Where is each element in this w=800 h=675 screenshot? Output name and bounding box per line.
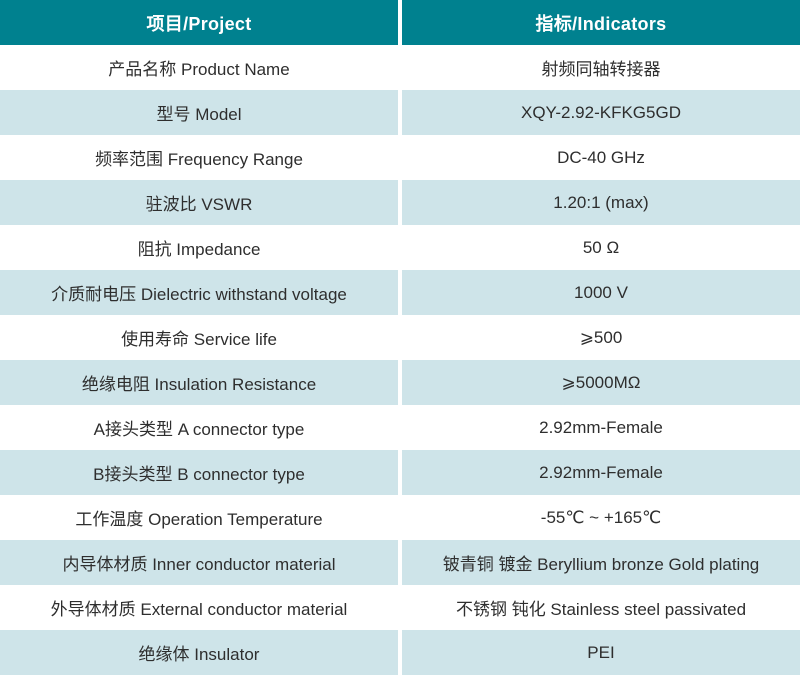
column-divider (398, 540, 402, 585)
indicator-cell: 铍青铜 镀金 Beryllium bronze Gold plating (402, 540, 800, 585)
table-row: 驻波比 VSWR 1.20:1 (max) (0, 180, 800, 225)
project-cell: 绝缘电阻 Insulation Resistance (0, 360, 398, 405)
column-divider (398, 225, 402, 270)
indicator-cell: -55℃ ~ +165℃ (402, 495, 800, 540)
column-divider (398, 405, 402, 450)
indicator-cell: XQY-2.92-KFKG5GD (402, 90, 800, 135)
column-divider (398, 45, 402, 90)
indicator-cell: 1000 V (402, 270, 800, 315)
table-row: B接头类型 B connector type 2.92mm-Female (0, 450, 800, 495)
column-divider (398, 495, 402, 540)
column-divider (398, 180, 402, 225)
project-cell: 型号 Model (0, 90, 398, 135)
column-divider (398, 270, 402, 315)
project-cell: 外导体材质 External conductor material (0, 585, 398, 630)
table-row: 外导体材质 External conductor material 不锈钢 钝化… (0, 585, 800, 630)
table-row: 阻抗 Impedance 50 Ω (0, 225, 800, 270)
table-row: 绝缘电阻 Insulation Resistance ⩾5000MΩ (0, 360, 800, 405)
indicator-cell: PEI (402, 630, 800, 675)
project-cell: 介质耐电压 Dielectric withstand voltage (0, 270, 398, 315)
column-divider (398, 450, 402, 495)
column-divider (398, 0, 402, 45)
table-row: A接头类型 A connector type 2.92mm-Female (0, 405, 800, 450)
project-cell: 内导体材质 Inner conductor material (0, 540, 398, 585)
indicator-cell: 不锈钢 钝化 Stainless steel passivated (402, 585, 800, 630)
project-cell: 工作温度 Operation Temperature (0, 495, 398, 540)
indicator-cell: 2.92mm-Female (402, 450, 800, 495)
column-divider (398, 585, 402, 630)
project-cell: 使用寿命 Service life (0, 315, 398, 360)
header-project-cell: 项目/Project (0, 0, 398, 45)
table-row: 产品名称 Product Name 射频同轴转接器 (0, 45, 800, 90)
header-indicators-cell: 指标/Indicators (402, 0, 800, 45)
table-row: 绝缘体 Insulator PEI (0, 630, 800, 675)
indicator-cell: DC-40 GHz (402, 135, 800, 180)
indicator-cell: ⩾500 (402, 315, 800, 360)
project-cell: 阻抗 Impedance (0, 225, 398, 270)
column-divider (398, 135, 402, 180)
table-row: 型号 Model XQY-2.92-KFKG5GD (0, 90, 800, 135)
header-row: 项目/Project 指标/Indicators (0, 0, 800, 45)
project-cell: 频率范围 Frequency Range (0, 135, 398, 180)
project-cell: 绝缘体 Insulator (0, 630, 398, 675)
project-cell: A接头类型 A connector type (0, 405, 398, 450)
column-divider (398, 360, 402, 405)
column-divider (398, 630, 402, 675)
indicator-cell: 2.92mm-Female (402, 405, 800, 450)
column-divider (398, 315, 402, 360)
table-row: 内导体材质 Inner conductor material 铍青铜 镀金 Be… (0, 540, 800, 585)
table-row: 工作温度 Operation Temperature -55℃ ~ +165℃ (0, 495, 800, 540)
table-body: 产品名称 Product Name 射频同轴转接器 型号 Model XQY-2… (0, 45, 800, 675)
project-cell: 驻波比 VSWR (0, 180, 398, 225)
indicator-cell: 50 Ω (402, 225, 800, 270)
indicator-cell: ⩾5000MΩ (402, 360, 800, 405)
indicator-cell: 1.20:1 (max) (402, 180, 800, 225)
indicator-cell: 射频同轴转接器 (402, 45, 800, 90)
project-cell: 产品名称 Product Name (0, 45, 398, 90)
project-cell: B接头类型 B connector type (0, 450, 398, 495)
column-divider (398, 90, 402, 135)
table-row: 使用寿命 Service life ⩾500 (0, 315, 800, 360)
table-row: 介质耐电压 Dielectric withstand voltage 1000 … (0, 270, 800, 315)
table-row: 频率范围 Frequency Range DC-40 GHz (0, 135, 800, 180)
